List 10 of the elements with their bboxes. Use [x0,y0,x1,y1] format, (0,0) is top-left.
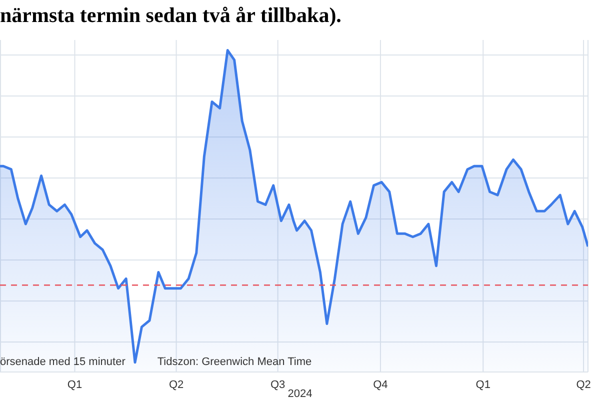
x-tick-label: Q3 [270,378,286,391]
x-tick-label: Q4 [373,378,388,391]
annotation: Tidszon: Greenwich Mean Time [157,356,312,368]
annotation: örsenade med 15 minuter [0,356,126,368]
x-axis-title: 2024 [288,388,312,400]
chart-title: närmsta termin sedan två år tillbaka). [0,2,342,29]
x-tick-label: Q2 [168,378,184,391]
x-tick-label: Q1 [476,378,490,391]
x-tick-label: Q2 [576,378,591,391]
x-tick-label: Q1 [67,378,82,391]
